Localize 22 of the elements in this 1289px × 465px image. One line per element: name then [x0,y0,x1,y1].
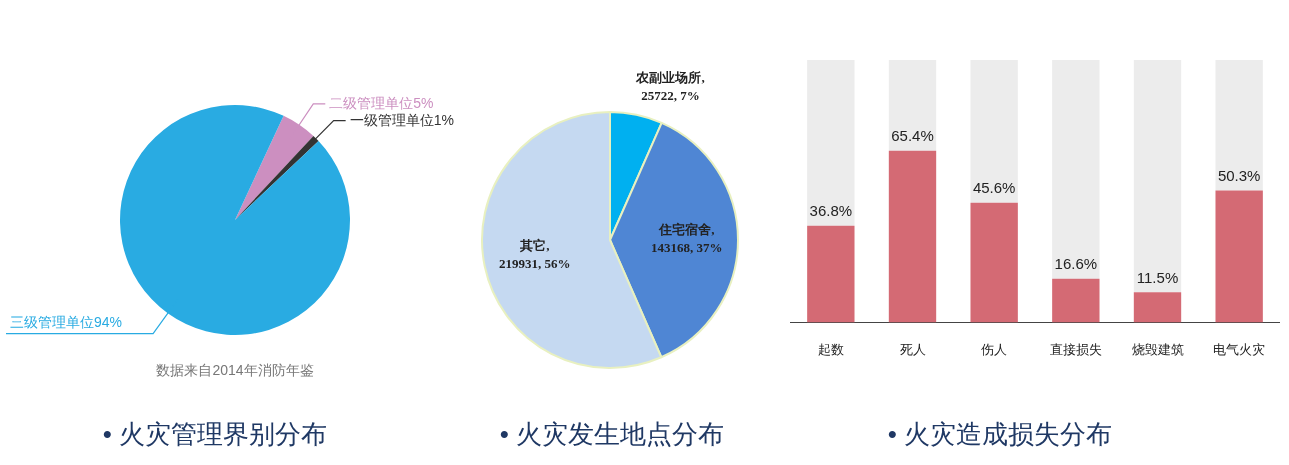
data-label: 45.6% [972,179,1016,197]
x-tick-label: 起数 [817,341,844,357]
slice-label: 三级管理单位94% [10,314,123,331]
slice-label: 住宅宿舍,143168, 37% [651,222,723,256]
x-tick-label: 直接损失 [1049,341,1102,357]
x-tick-label: 伤人 [981,341,1008,357]
text: 数据来自2014年消防年鉴 [155,362,315,380]
x-tick-label: 死人 [899,341,926,357]
slice-label: 二级管理单位5% [329,94,434,111]
data-label: 16.6% [1054,255,1098,273]
x-tick-label: 电气火灾 [1213,341,1266,357]
slice-label: 其它,219931, 56% [499,238,571,272]
slice-label: 农副业场所,25722, 7% [635,69,705,103]
data-label: 50.3% [1217,167,1261,185]
text: • 火灾发生地点分布 [498,418,726,451]
x-tick-label: 烧毁建筑 [1131,341,1184,357]
data-label: 36.8% [809,202,853,220]
text: • 火灾管理界别分布 [101,418,329,451]
slice-label: 一级管理单位1% [349,111,454,128]
text: • 火灾造成损失分布 [886,418,1114,451]
data-label: 11.5% [1136,268,1179,286]
data-label: 65.4% [891,127,934,145]
